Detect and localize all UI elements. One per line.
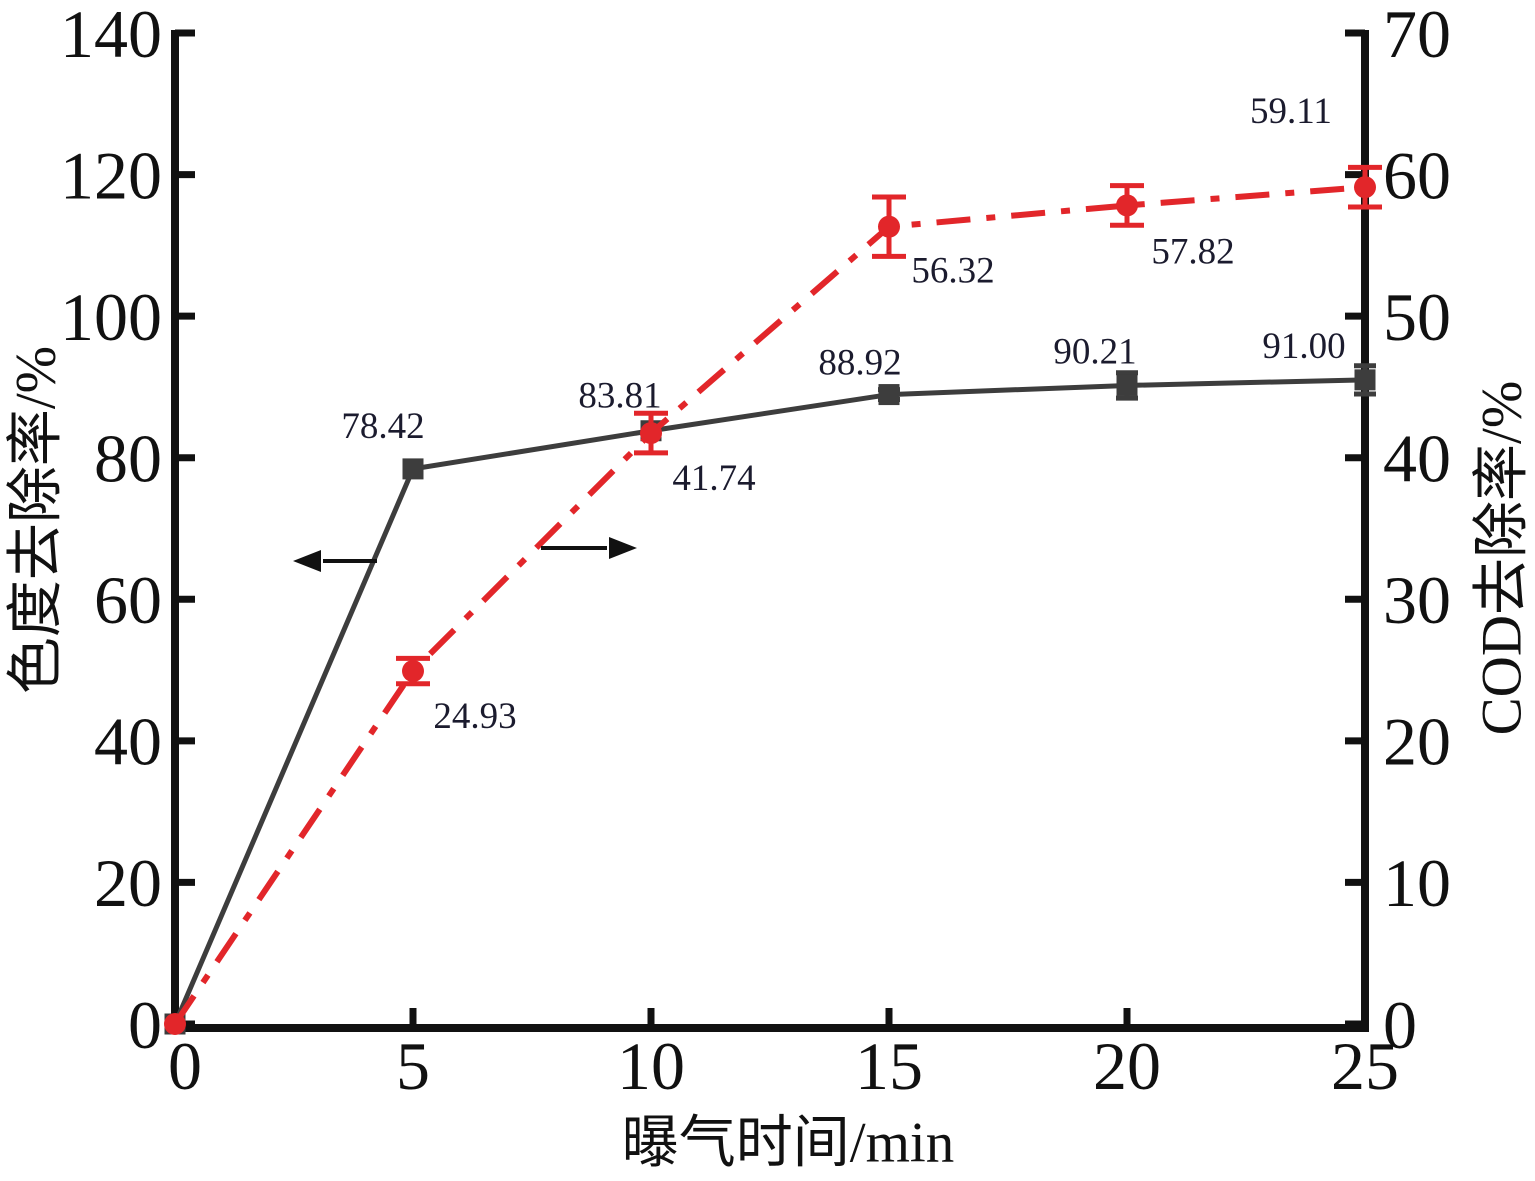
cod-markers bbox=[164, 176, 1376, 1035]
data-point-marker bbox=[164, 1013, 186, 1035]
data-point-label: 90.21 bbox=[1053, 331, 1136, 372]
x-tick-label: 25 bbox=[1331, 1028, 1399, 1104]
data-point-marker bbox=[402, 660, 424, 683]
left-tick-label: 60 bbox=[94, 562, 162, 638]
data-point-marker bbox=[878, 384, 900, 406]
left-tick-label: 120 bbox=[60, 137, 162, 213]
right-tick-label: 10 bbox=[1383, 845, 1451, 921]
series-cod: 24.93 41.74 56.32 57.82 59.11 bbox=[164, 91, 1382, 1035]
data-point-marker bbox=[1116, 194, 1138, 217]
data-point-label: 88.92 bbox=[818, 343, 901, 384]
right-tick-label: 60 bbox=[1383, 137, 1451, 213]
left-tick-label: 20 bbox=[94, 845, 162, 921]
data-point-marker bbox=[878, 215, 900, 238]
left-tick-label: 80 bbox=[94, 421, 162, 497]
left-axis-arrow-head bbox=[293, 550, 321, 572]
data-point-label: 41.74 bbox=[672, 458, 755, 499]
data-point-label: 57.82 bbox=[1151, 231, 1234, 272]
data-point-label: 78.42 bbox=[341, 406, 424, 447]
x-tick-label: 10 bbox=[617, 1028, 685, 1104]
right-axis-arrow-head bbox=[609, 537, 637, 559]
data-point-label: 56.32 bbox=[911, 251, 994, 292]
data-point-label: 83.81 bbox=[578, 376, 661, 417]
right-tick-label: 20 bbox=[1383, 704, 1451, 780]
right-tick-label: 30 bbox=[1383, 562, 1451, 638]
x-axis-title: 曝气时间/min bbox=[621, 1111, 955, 1175]
tick-labels: 0 20 40 60 80 100 120 140 0 10 20 30 40 50 60 70 0 5 10 15 2… bbox=[60, 0, 1451, 1104]
left-tick-label: 100 bbox=[60, 279, 162, 355]
left-tick-label: 0 bbox=[128, 987, 162, 1063]
cod-line bbox=[172, 184, 1366, 1026]
data-point-label: 24.93 bbox=[433, 696, 516, 737]
data-point-marker bbox=[1354, 176, 1376, 199]
data-point-label: 59.11 bbox=[1250, 91, 1332, 132]
right-y-axis-title: COD去除率/% bbox=[1470, 380, 1534, 736]
data-point-label: 91.00 bbox=[1262, 326, 1345, 367]
left-tick-label: 40 bbox=[94, 704, 162, 780]
right-tick-label: 50 bbox=[1383, 279, 1451, 355]
x-tick-label: 5 bbox=[396, 1028, 430, 1104]
data-point-marker bbox=[1354, 369, 1376, 391]
left-tick-label: 140 bbox=[60, 0, 162, 72]
data-point-marker bbox=[640, 422, 662, 445]
series-chromaticity: 78.42 83.81 88.92 90.21 91.00 bbox=[164, 326, 1376, 1035]
right-tick-label: 0 bbox=[1383, 987, 1417, 1063]
x-tick-label: 0 bbox=[168, 1028, 202, 1104]
data-point-marker bbox=[1116, 374, 1138, 396]
chromaticity-markers bbox=[164, 369, 1376, 1035]
right-tick-label: 70 bbox=[1383, 0, 1451, 72]
cod-point-labels: 24.93 41.74 56.32 57.82 59.11 bbox=[433, 91, 1332, 737]
axes bbox=[171, 30, 1369, 1032]
chromaticity-line bbox=[172, 377, 1366, 1025]
x-tick-label: 15 bbox=[855, 1028, 923, 1104]
right-tick-label: 40 bbox=[1383, 421, 1451, 497]
axis-arrows bbox=[293, 537, 637, 572]
tick-marks bbox=[171, 29, 1369, 1028]
x-tick-label: 20 bbox=[1093, 1028, 1161, 1104]
data-point-marker bbox=[402, 458, 424, 480]
left-y-axis-title: 色度去除率/% bbox=[4, 345, 68, 695]
chromaticity-point-labels: 78.42 83.81 88.92 90.21 91.00 bbox=[341, 326, 1345, 447]
